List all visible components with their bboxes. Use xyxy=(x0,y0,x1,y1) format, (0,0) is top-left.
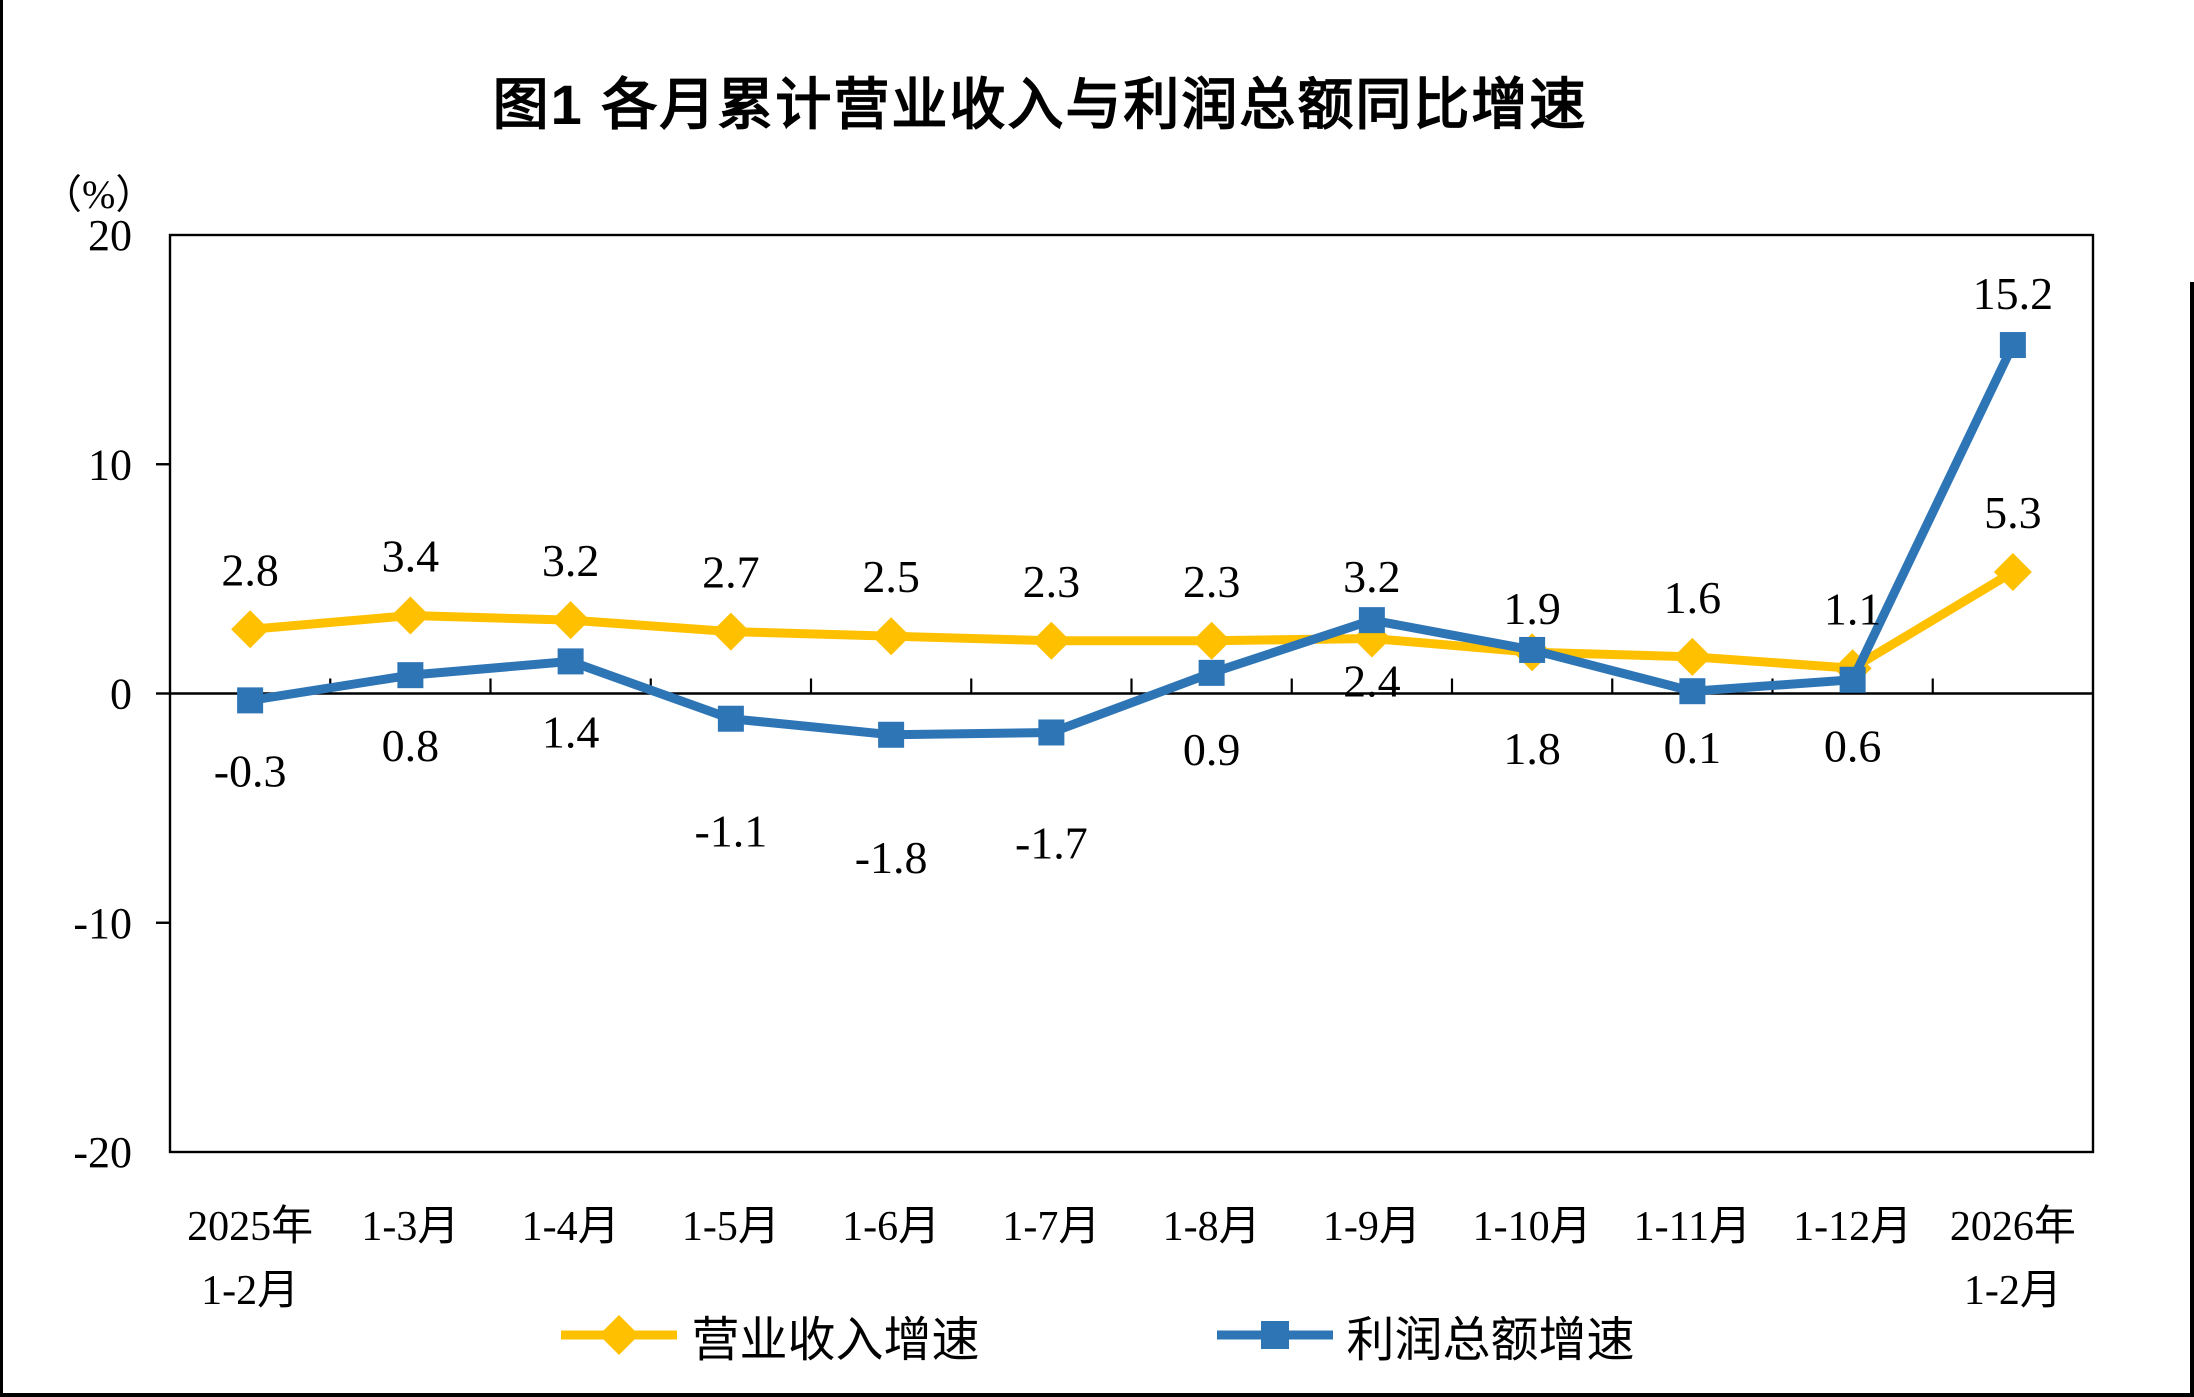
revenue-data-label: 2.8 xyxy=(221,544,279,595)
revenue-data-label: 1.6 xyxy=(1664,572,1722,623)
x-tick-label: 1-9月 xyxy=(1323,1204,1421,1250)
legend-item-revenue: 营业收入增速 xyxy=(559,1300,980,1370)
revenue-data-label: 3.2 xyxy=(542,535,600,586)
revenue-point-marker xyxy=(1993,552,2032,591)
x-tick-label: 1-10月 xyxy=(1473,1204,1592,1250)
revenue-data-label: 5.3 xyxy=(1984,487,2042,538)
profit-data-label: 0.1 xyxy=(1664,722,1722,773)
x-tick-label: 1-5月 xyxy=(682,1204,780,1250)
y-tick-label: 20 xyxy=(88,211,132,260)
revenue-point-marker xyxy=(551,601,590,640)
profit-data-label: 3.2 xyxy=(1343,551,1401,602)
diamond-marker-icon xyxy=(599,1315,640,1355)
page-border-bottom xyxy=(0,1393,2194,1397)
y-tick-label: 0 xyxy=(110,670,132,719)
revenue-line xyxy=(245,567,2018,673)
revenue-point-marker xyxy=(391,596,430,635)
profit-point-marker xyxy=(237,687,264,714)
revenue-point-marker xyxy=(231,610,270,649)
profit-point-marker xyxy=(1839,666,1866,693)
y-tick-label: 10 xyxy=(88,440,132,489)
profit-point-marker xyxy=(1679,678,1706,705)
revenue-legend-marker xyxy=(561,1315,678,1355)
x-tick-label: 2025年 xyxy=(187,1203,313,1250)
profit-point-marker xyxy=(557,648,584,675)
profit-point-marker xyxy=(1999,332,2026,359)
revenue-point-marker xyxy=(1032,621,1071,660)
profit-point-marker xyxy=(1038,719,1065,746)
legend-item-profit: 利润总额增速 xyxy=(1215,1300,1635,1370)
profit-data-label: -1.7 xyxy=(1015,817,1088,868)
revenue-data-label: 2.3 xyxy=(1023,556,1081,607)
page-border-left xyxy=(0,0,3,1397)
profit-data-label: -1.8 xyxy=(855,832,928,883)
page-border-right xyxy=(2190,282,2194,1397)
profit-data-label: 0.6 xyxy=(1824,721,1882,772)
profit-line xyxy=(245,340,2018,740)
x-tick-label: 1-4月 xyxy=(522,1204,620,1250)
profit-data-label: 0.9 xyxy=(1183,724,1241,775)
revenue-data-label: 1.1 xyxy=(1824,583,1882,634)
profit-point-marker xyxy=(1198,659,1225,686)
revenue-point-marker xyxy=(1192,621,1231,660)
x-tick-label: 1-12月 xyxy=(1793,1204,1912,1250)
revenue-data-label: 3.4 xyxy=(382,531,440,582)
x-tick-label: 1-2月 xyxy=(201,1268,299,1314)
legend: 营业收入增速 利润总额增速 xyxy=(0,1300,2194,1370)
y-axis-unit-label: （%） xyxy=(42,172,156,217)
chart-title: 图1 各月累计营业收入与利润总额同比增速 xyxy=(492,73,1588,136)
profit-point-marker xyxy=(1519,636,1546,663)
profit-legend-label: 利润总额增速 xyxy=(1346,1314,1635,1367)
revenue-data-label: 2.7 xyxy=(702,547,760,598)
x-tick-label: 1-6月 xyxy=(842,1204,940,1250)
profit-point-marker xyxy=(1358,607,1385,634)
profit-data-label: 0.8 xyxy=(382,720,440,771)
profit-legend-marker xyxy=(1216,1321,1333,1349)
x-tick-label: 1-7月 xyxy=(1002,1204,1100,1250)
revenue-data-label: 2.4 xyxy=(1343,655,1401,706)
revenue-legend-label: 营业收入增速 xyxy=(691,1314,980,1367)
y-tick-label: -20 xyxy=(73,1128,132,1177)
revenue-data-label: 2.3 xyxy=(1183,556,1241,607)
revenue-point-marker xyxy=(1673,637,1712,676)
revenue-data-label: 1.8 xyxy=(1503,723,1561,774)
profit-data-label: -0.3 xyxy=(214,745,287,796)
revenue-data-label: 2.5 xyxy=(862,551,920,602)
profit-data-label: 1.4 xyxy=(542,706,600,757)
profit-data-label: 15.2 xyxy=(1973,268,2054,319)
y-tick-label: -10 xyxy=(73,899,132,948)
x-tick-label: 1-3月 xyxy=(361,1204,459,1250)
square-marker-icon xyxy=(1260,1321,1289,1349)
profit-data-label: -1.1 xyxy=(694,806,767,857)
revenue-point-marker xyxy=(711,612,750,651)
profit-point-marker xyxy=(397,662,424,689)
x-tick-label: 1-11月 xyxy=(1634,1204,1751,1250)
x-tick-label: 1-8月 xyxy=(1163,1204,1261,1250)
x-tick-label: 2026年 xyxy=(1950,1203,2076,1250)
x-tick-label: 1-2月 xyxy=(1964,1268,2062,1314)
profit-point-marker xyxy=(878,721,905,748)
profit-data-label: 1.9 xyxy=(1503,583,1561,634)
profit-point-marker xyxy=(717,705,744,732)
revenue-point-marker xyxy=(872,617,911,656)
